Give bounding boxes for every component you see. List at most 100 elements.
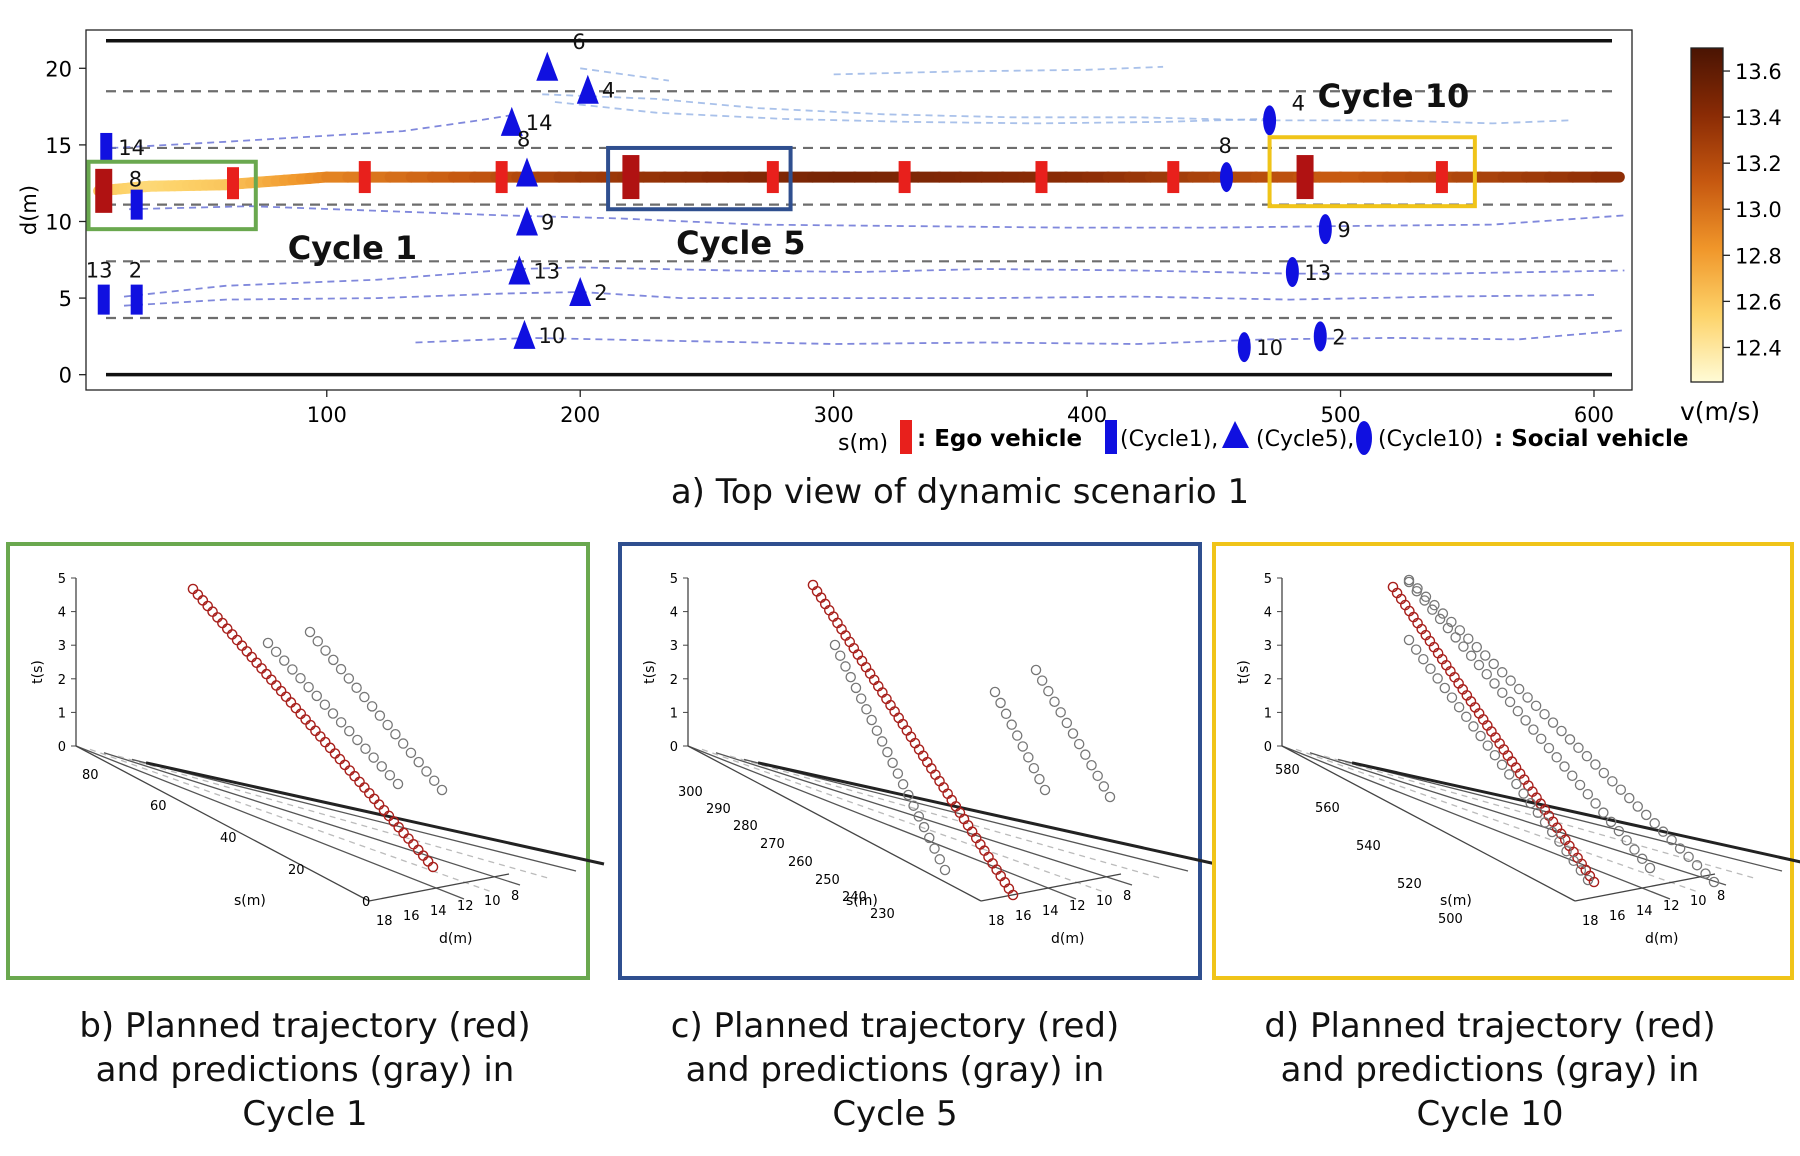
- floor-lane-line: [1281, 745, 1671, 900]
- highlight-box: [86, 159, 258, 232]
- y-tick-label: 20: [45, 57, 72, 81]
- prediction-point: [1034, 773, 1045, 785]
- prediction-point: [1468, 721, 1479, 732]
- prediction-point: [989, 686, 1001, 698]
- colorbar-label: v(m/s): [1680, 397, 1760, 426]
- vehicle-id-label: 10: [1256, 336, 1283, 360]
- prediction-point: [1530, 700, 1542, 712]
- prediction-point: [1434, 613, 1446, 625]
- s-tick-label: 20: [288, 863, 305, 878]
- s-tick-label: 290: [706, 802, 731, 817]
- vehicle-id-label: 8: [129, 168, 142, 192]
- prediction-point: [1567, 770, 1578, 781]
- d-tick-label: 10: [484, 894, 501, 909]
- vehicle-id-label: 4: [602, 79, 615, 103]
- social-trajectory-dashed: [123, 291, 1595, 307]
- prediction-point: [929, 843, 940, 854]
- social-trajectory-dashed: [580, 67, 670, 82]
- prediction-point: [876, 736, 888, 747]
- vehicle-id-label: 13: [533, 260, 560, 284]
- prediction-point: [1030, 664, 1042, 676]
- t-tick-label: 0: [1264, 740, 1272, 755]
- d-tick-label: 8: [1123, 889, 1131, 904]
- prediction-point: [1011, 730, 1023, 741]
- t-tick-label: 0: [58, 740, 66, 755]
- floor-lane-line: [89, 748, 493, 893]
- s-axis: [687, 745, 982, 902]
- prediction-point: [413, 756, 424, 768]
- s-axis: [75, 745, 370, 902]
- prediction-point: [436, 784, 448, 796]
- d-tick-label: 14: [430, 904, 447, 919]
- prediction-point: [1505, 675, 1516, 686]
- floor-lane-line: [131, 758, 577, 872]
- prediction-point: [1556, 725, 1567, 737]
- prediction-point: [1461, 711, 1472, 723]
- vehicle-id-label: 14: [118, 136, 145, 160]
- prediction-point: [1497, 687, 1508, 698]
- prediction-point: [1539, 817, 1551, 828]
- colorbar-tick-label: 13.0: [1735, 198, 1782, 222]
- prediction-point: [1403, 574, 1415, 586]
- prediction-point: [1605, 816, 1617, 828]
- prediction-point: [405, 747, 417, 759]
- prediction-point: [1446, 692, 1458, 703]
- x-tick-label: 400: [1067, 403, 1107, 427]
- legend-ego-label: : Ego vehicle: [917, 426, 1082, 452]
- prediction-point: [374, 710, 386, 721]
- social-vehicle-cycle1: [97, 284, 110, 315]
- colorbar-tick-label: 13.2: [1735, 152, 1782, 176]
- prediction-point: [295, 673, 306, 684]
- prediction-point: [918, 821, 930, 833]
- prediction-point: [1023, 752, 1034, 763]
- s-axis-label: s(m): [1440, 893, 1472, 909]
- prediction-point: [1649, 818, 1660, 829]
- social-vehicle-cycle10: [1237, 332, 1251, 363]
- vehicle-id-label: 2: [594, 281, 607, 305]
- prediction-point: [924, 832, 935, 844]
- vehicle-id-label: 9: [541, 210, 554, 234]
- ego-vehicle-marker: [226, 167, 239, 200]
- prediction-point: [1674, 843, 1686, 854]
- cycle-annotation: Cycle 5: [676, 224, 805, 262]
- prediction-point: [397, 738, 409, 749]
- prediction-point: [1513, 683, 1525, 695]
- prediction-point: [1708, 876, 1720, 888]
- prediction-point: [1104, 791, 1116, 803]
- legend-ego-icon: [900, 420, 912, 454]
- social-vehicle-cycle5: [508, 255, 531, 285]
- prediction-point: [1598, 807, 1609, 818]
- prediction-point: [1481, 669, 1492, 680]
- prediction-point: [352, 734, 363, 746]
- s-axis-label: s(m): [846, 893, 878, 909]
- prediction-point: [1607, 776, 1618, 787]
- prediction-point: [287, 664, 298, 675]
- social-vehicle-cycle1: [130, 284, 143, 315]
- t-tick-label: 1: [1264, 706, 1272, 721]
- prediction-point: [1482, 740, 1494, 751]
- colorbar: [1690, 47, 1724, 383]
- prediction-point: [1049, 696, 1060, 708]
- prediction-point: [1489, 678, 1500, 689]
- ego-vehicle-marker: [1167, 161, 1180, 194]
- prediction-point: [1518, 788, 1529, 799]
- prediction-point: [351, 682, 362, 694]
- prediction-point: [1528, 724, 1539, 735]
- x-tick-label: 500: [1320, 403, 1360, 427]
- prediction-point: [1403, 634, 1415, 646]
- s-tick-label: 260: [788, 855, 813, 870]
- caption-cycle-5: c) Planned trajectory (red) and predicti…: [670, 1006, 1120, 1134]
- prediction-point: [1420, 591, 1432, 603]
- ego-vehicle-marker: [622, 155, 640, 200]
- prediction-point: [1092, 770, 1103, 782]
- prediction-point: [335, 663, 347, 675]
- highlight-box: [606, 145, 793, 212]
- prediction-point: [829, 639, 841, 651]
- prediction-point: [1691, 859, 1703, 871]
- t-tick-label: 4: [1264, 606, 1272, 621]
- prediction-point: [840, 661, 851, 672]
- vehicle-id-label: 2: [1332, 325, 1345, 349]
- social-vehicle-cycle1: [100, 132, 113, 163]
- d-tick-label: 14: [1042, 904, 1059, 919]
- prediction-point: [871, 725, 883, 736]
